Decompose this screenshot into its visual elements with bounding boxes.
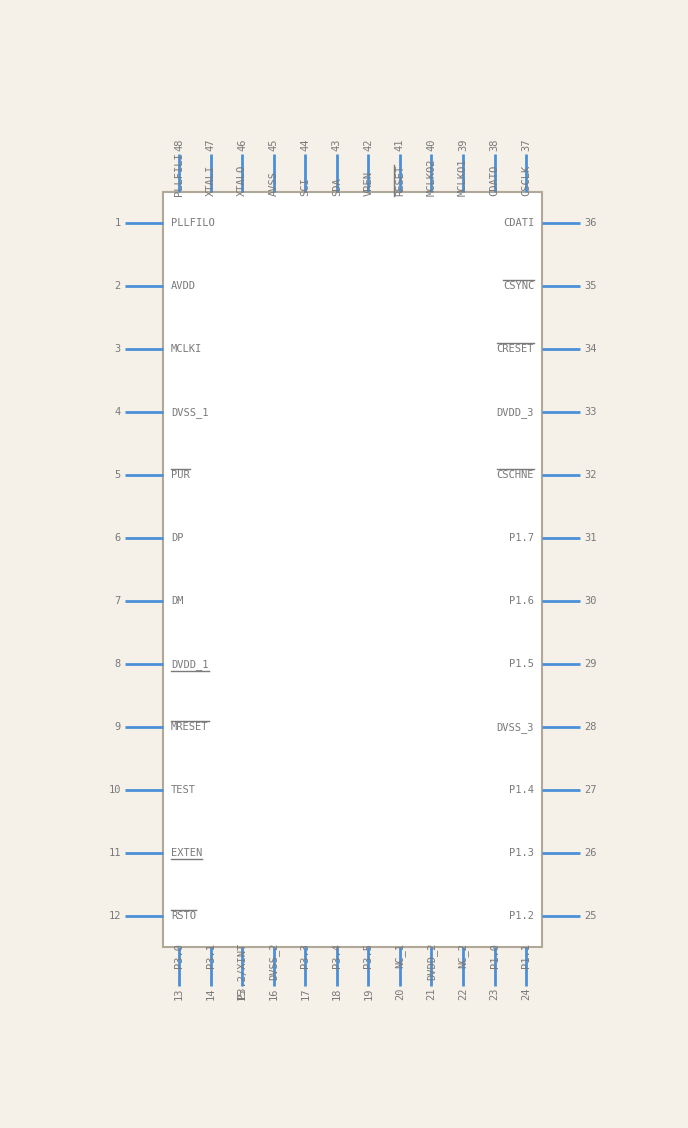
Text: 37: 37 [521,139,531,151]
Text: P3.5: P3.5 [363,943,374,968]
Text: SDA: SDA [332,178,342,196]
Text: MCLKO1: MCLKO1 [458,159,468,196]
Text: DVDD_3: DVDD_3 [497,407,534,417]
Text: P3.3: P3.3 [300,943,310,968]
Text: 9: 9 [115,722,121,732]
Text: DM: DM [171,596,184,606]
Text: DVDD_1: DVDD_1 [171,659,208,670]
Text: 48: 48 [174,139,184,151]
Text: P3.4: P3.4 [332,943,342,968]
Text: P1.0: P1.0 [490,943,499,968]
Text: 20: 20 [395,988,405,1001]
Text: P1.6: P1.6 [509,596,534,606]
Text: DVSS_1: DVSS_1 [171,407,208,417]
Text: 11: 11 [109,848,121,858]
Text: 25: 25 [584,911,596,920]
Text: NC_2: NC_2 [458,943,469,968]
Text: 41: 41 [395,139,405,151]
Text: 22: 22 [458,988,468,1001]
Text: DP: DP [171,534,184,544]
Text: 4: 4 [115,407,121,417]
Text: 16: 16 [269,988,279,1001]
Text: MRESET: MRESET [171,722,208,732]
Text: 43: 43 [332,139,342,151]
Text: MCLKO2: MCLKO2 [427,159,436,196]
Bar [163,192,542,948]
Text: 42: 42 [363,139,374,151]
Text: CSCHNE: CSCHNE [497,470,534,481]
Text: DVSS_2: DVSS_2 [268,943,279,980]
Text: P3.1: P3.1 [206,943,215,968]
Text: 36: 36 [584,219,596,228]
Text: DVDD_2: DVDD_2 [426,943,437,980]
Text: 10: 10 [109,785,121,795]
Text: 13: 13 [174,988,184,1001]
Text: P1.2: P1.2 [509,911,534,920]
Text: MCLKI: MCLKI [171,344,202,354]
Text: 21: 21 [427,988,436,1001]
Text: XTALI: XTALI [206,165,215,196]
Text: VREN: VREN [363,171,374,196]
Text: AVDD: AVDD [171,281,196,291]
Text: 5: 5 [115,470,121,481]
Text: SCI: SCI [300,178,310,196]
Text: 8: 8 [115,659,121,669]
Text: PLLFILI: PLLFILI [174,152,184,196]
Text: P1.7: P1.7 [509,534,534,544]
Text: 30: 30 [584,596,596,606]
Text: P1.4: P1.4 [509,785,534,795]
Text: CDATI: CDATI [503,219,534,228]
Text: 6: 6 [115,534,121,544]
Text: CDATO: CDATO [490,165,499,196]
Text: 3: 3 [115,344,121,354]
Text: P3.2/XINT: P3.2/XINT [237,943,247,999]
Text: CRESET: CRESET [497,344,534,354]
Text: 39: 39 [458,139,468,151]
Text: 17: 17 [300,988,310,1001]
Text: 27: 27 [584,785,596,795]
Text: 12: 12 [109,911,121,920]
Text: PUR: PUR [171,470,190,481]
Text: CSYNC: CSYNC [503,281,534,291]
Text: CSCLK: CSCLK [521,165,531,196]
Text: 18: 18 [332,988,342,1001]
Text: P1.3: P1.3 [509,848,534,858]
Text: 1: 1 [115,219,121,228]
Text: P3.0: P3.0 [174,943,184,968]
Text: 33: 33 [584,407,596,417]
Text: 7: 7 [115,596,121,606]
Text: 47: 47 [206,139,215,151]
Text: 19: 19 [363,988,374,1001]
Text: 26: 26 [584,848,596,858]
Text: P1.5: P1.5 [509,659,534,669]
Text: 31: 31 [584,534,596,544]
Text: P1.1: P1.1 [521,943,531,968]
Text: 29: 29 [584,659,596,669]
Text: XTALO: XTALO [237,165,247,196]
Text: DVSS_3: DVSS_3 [497,722,534,732]
Text: 2: 2 [115,281,121,291]
Text: 46: 46 [237,139,247,151]
Text: RSTO: RSTO [171,911,196,920]
Text: 35: 35 [584,281,596,291]
Text: NC_1: NC_1 [394,943,405,968]
Text: TEST: TEST [171,785,196,795]
Text: 28: 28 [584,722,596,732]
Text: 34: 34 [584,344,596,354]
Text: PLLFILO: PLLFILO [171,219,215,228]
Text: 24: 24 [521,988,531,1001]
Text: 44: 44 [300,139,310,151]
Text: EXTEN: EXTEN [171,848,202,858]
Text: 40: 40 [427,139,436,151]
Text: RESET: RESET [395,165,405,196]
Text: 14: 14 [206,988,215,1001]
Text: 38: 38 [490,139,499,151]
Text: AVSS: AVSS [269,171,279,196]
Text: 32: 32 [584,470,596,481]
Text: 15: 15 [237,988,247,1001]
Text: 45: 45 [269,139,279,151]
Text: 23: 23 [490,988,499,1001]
